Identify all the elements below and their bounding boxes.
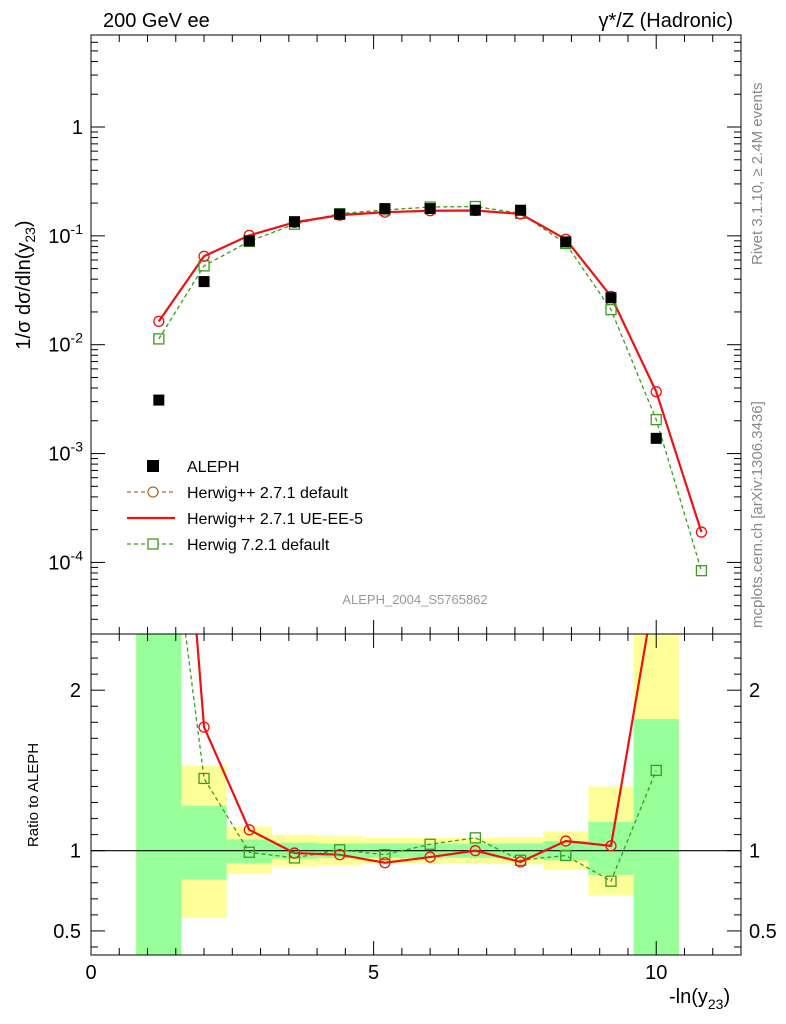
aleph-point-5	[379, 203, 391, 215]
herwig-2-7-1-point-11	[650, 386, 662, 398]
ratio-uncertainty-bands	[136, 634, 679, 955]
aleph-point-4	[334, 208, 346, 220]
ratio-herwig-2-7-1-point-2	[243, 824, 255, 836]
svg-text:1/σ dσ/dln(y23): 1/σ dσ/dln(y23)	[13, 220, 38, 349]
ratio-herwig-2-7-1-point-8	[514, 856, 527, 868]
aleph-point-11	[650, 432, 662, 444]
aleph-point-9	[560, 236, 572, 248]
legend-entry-0: ALEPH	[147, 459, 239, 476]
ratio-herwig-2-7-1-point-11	[651, 576, 661, 586]
legend-label: Herwig++ 2.7.1 UE-EE-5	[187, 511, 363, 528]
legend: ALEPH Herwig++ 2.7.1 default Herwig++ 2.7.…	[127, 459, 363, 554]
herwig-2-7-1-point-0	[153, 315, 165, 327]
ratio-y-axis-title: Ratio to ALEPH	[25, 743, 42, 847]
series-line-ue-ee-5	[157, 209, 703, 533]
x-axis-title: -ln(y23)	[669, 986, 730, 1012]
ratio-y-tick-label: 0.5	[53, 921, 81, 943]
herwig-2-7-1-point-12	[695, 526, 708, 538]
inner-band-11	[633, 719, 679, 955]
legend-marker	[147, 486, 159, 498]
x-tick-label: 5	[368, 962, 379, 984]
legend-label: ALEPH	[187, 459, 239, 476]
ratio-y-tick-label-right: 0.5	[749, 921, 777, 943]
ratio-panel: 0 5 10 0.5 0.5 1 1 2 2	[53, 156, 777, 984]
ratio-herwig-2-7-1-point-4	[334, 849, 346, 861]
main-y-tick-label: 10-1	[48, 221, 83, 248]
chart-title-right: γ*/Z (Hadronic)	[599, 10, 733, 32]
legend-entry-2: Herwig++ 2.7.1 UE-EE-5	[127, 511, 363, 528]
analysis-watermark: ALEPH_2004_S5765862	[342, 592, 487, 607]
ratio-herwig-7-2-1-point-7	[469, 832, 481, 844]
ratio-line-ue-ee-5	[195, 634, 649, 864]
ratio-herwig-7-2-1-point-11	[650, 764, 662, 777]
aleph-point-6	[424, 203, 436, 215]
ratio-herwig-7-2-1-point-6	[424, 838, 436, 850]
ratio-y-tick-label-right: 1	[749, 841, 760, 863]
ratio-herwig-2-7-1-point-10	[605, 840, 617, 852]
series-line-herwig-2-7-1	[158, 209, 703, 533]
ratio-herwig-2-7-1-point-0	[154, 156, 164, 166]
x-tick-label: 10	[645, 962, 667, 984]
ratio-herwig-7-2-1-point-4	[334, 844, 346, 856]
svg-text:-ln(y23): -ln(y23)	[669, 986, 730, 1012]
ratio-plot-area	[154, 156, 662, 887]
x-tick-label: 0	[85, 962, 96, 984]
main-y-tick-label: 10-2	[48, 330, 83, 357]
ratio-herwig-7-2-1-point-10	[605, 875, 617, 887]
aleph-point-2	[243, 235, 255, 247]
ratio-herwig-7-2-1-point-0	[154, 420, 164, 430]
ratio-herwig-7-2-1-point-5	[379, 849, 391, 861]
legend-entry-1: Herwig++ 2.7.1 default	[127, 485, 349, 502]
ratio-herwig-7-2-1-point-3	[288, 852, 301, 864]
main-panel: 10-4 10-3 10-2 10-1 1	[48, 34, 742, 649]
ratio-herwig-2-7-1-point-9	[560, 835, 572, 847]
chart-title-left: 200 GeV ee	[103, 10, 210, 32]
ratio-herwig-2-7-1-point-6	[424, 851, 436, 863]
aleph-point-3	[288, 216, 300, 228]
herwig-7-2-1-point-10	[605, 303, 617, 316]
main-y-tick-label: 1	[72, 117, 83, 139]
rivet-version-label: Rivet 3.1.10, ≥ 2.4M events	[749, 83, 766, 266]
main-y-axis-title: 1/σ dσ/dln(y23)	[13, 220, 38, 349]
ratio-herwig-7-2-1-point-1	[198, 772, 210, 785]
aleph-point-7	[469, 204, 481, 216]
ratio-y-tick-label-right: 2	[749, 680, 760, 702]
inner-band-10	[588, 821, 634, 875]
legend-marker	[147, 538, 159, 550]
ratio-herwig-7-2-1-point-9	[560, 849, 572, 862]
aleph-point-1	[198, 276, 210, 288]
ratio-line-herwig-7-2-1	[184, 634, 657, 883]
inner-band-0	[136, 634, 182, 955]
herwig-2-7-1-point-1	[198, 250, 210, 262]
ratio-herwig-2-7-1-point-3	[288, 847, 301, 859]
ratio-herwig-7-2-1-point-2	[243, 846, 255, 858]
legend-marker	[147, 460, 159, 472]
ratio-frame	[90, 633, 742, 956]
aleph-point-12	[696, 638, 707, 649]
ratio-herwig-2-7-1-point-5	[379, 857, 391, 869]
inner-band-1	[181, 805, 227, 880]
mcplots-label: mcplots.cern.ch [arXiv:1306.3436]	[749, 401, 766, 628]
aleph-point-0	[153, 394, 165, 406]
legend-entry-3: Herwig 7.2.1 default	[127, 537, 330, 554]
aleph-point-10	[605, 292, 617, 304]
herwig-7-2-1-point-11	[650, 413, 662, 426]
main-plot-area	[153, 200, 708, 649]
ratio-y-tick-label: 2	[70, 680, 81, 702]
herwig-7-2-1-point-12	[695, 565, 708, 577]
legend-label: Herwig 7.2.1 default	[187, 537, 330, 554]
ratio-y-tick-label: 1	[70, 841, 81, 863]
herwig-7-2-1-point-0	[153, 333, 165, 345]
ratio-herwig-2-7-1-point-1	[198, 721, 210, 733]
ratio-herwig-2-7-1-point-7	[469, 845, 481, 857]
main-y-tick-label: 10-3	[48, 439, 83, 466]
legend-label: Herwig++ 2.7.1 default	[187, 485, 349, 502]
aleph-point-8	[515, 204, 527, 216]
main-y-tick-label: 10-4	[48, 547, 83, 574]
